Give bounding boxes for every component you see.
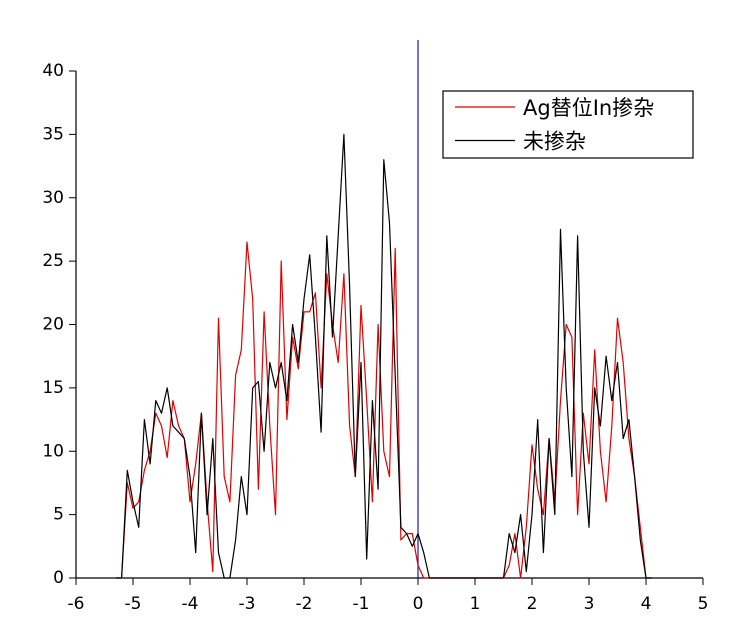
x-tick-label: -4 (182, 594, 199, 614)
y-tick-label: 0 (53, 568, 64, 588)
y-tick-label: 25 (42, 251, 64, 271)
y-tick-label: 35 (42, 124, 64, 144)
y-tick-label: 40 (42, 61, 64, 81)
x-tick-label: -5 (125, 594, 142, 614)
x-tick-label: -1 (353, 594, 370, 614)
y-tick-label: 5 (53, 505, 64, 525)
x-tick-label: -6 (68, 594, 85, 614)
y-tick-label: 30 (42, 188, 64, 208)
x-tick-label: 0 (413, 594, 424, 614)
series-line (115, 133, 652, 579)
x-tick-label: 1 (470, 594, 481, 614)
y-tick-label: 10 (42, 441, 64, 461)
x-tick-label: -3 (239, 594, 256, 614)
legend-label: Ag替位In掺杂 (523, 96, 654, 120)
y-tick-label: 20 (42, 315, 64, 335)
y-tick-label: 15 (42, 378, 64, 398)
legend-label: 未掺杂 (523, 130, 586, 154)
legend-box (442, 90, 694, 159)
x-tick-label: 2 (527, 594, 538, 614)
x-tick-label: -2 (296, 594, 313, 614)
x-tick-label: 5 (698, 594, 709, 614)
x-tick-label: 3 (584, 594, 595, 614)
x-tick-label: 4 (641, 594, 652, 614)
